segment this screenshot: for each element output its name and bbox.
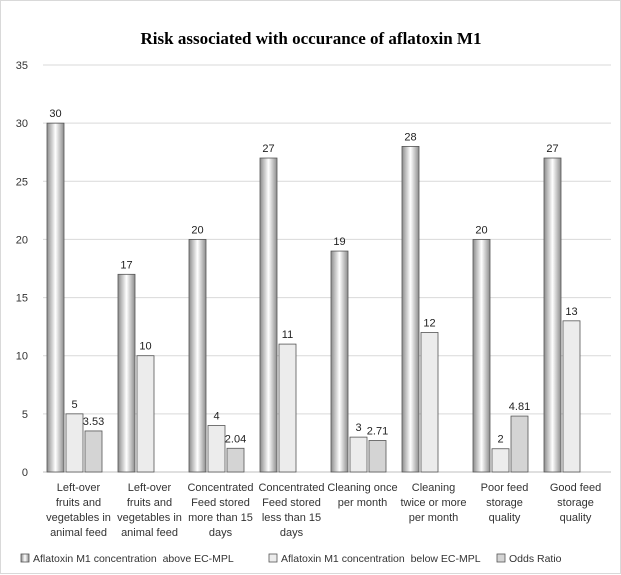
data-label-odds-ratio: 2.04 bbox=[225, 433, 246, 445]
y-tick-label: 20 bbox=[16, 234, 28, 246]
bar-above-ec-mpl bbox=[543, 157, 562, 473]
bars bbox=[46, 122, 581, 473]
x-category-label: Good feed storage quality bbox=[550, 482, 601, 524]
y-tick-label: 25 bbox=[16, 176, 28, 188]
data-label-below-ec-mpl: 4 bbox=[213, 410, 219, 422]
y-tick-label: 0 bbox=[22, 467, 28, 479]
data-label-odds-ratio: 3.53 bbox=[83, 416, 104, 428]
data-label-above-ec-mpl: 20 bbox=[475, 224, 487, 236]
data-label-above-ec-mpl: 28 bbox=[404, 131, 416, 143]
x-category-label: Left-over fruits and vegetables in animal f… bbox=[117, 482, 182, 539]
bar-above-ec-mpl bbox=[46, 122, 65, 473]
legend-label-odds-ratio: Odds Ratio bbox=[509, 553, 562, 565]
bar-odds-ratio bbox=[510, 415, 529, 473]
x-category-label: Poor feed storage quality bbox=[481, 482, 529, 524]
data-label-odds-ratio: 2.71 bbox=[367, 425, 388, 437]
bar-below-ec-mpl bbox=[349, 436, 368, 473]
bar-below-ec-mpl bbox=[491, 448, 510, 473]
legend-label-below-ec-mpl: Aflatoxin M1 concentration below EC-MPL bbox=[281, 553, 481, 565]
data-labels: 30 5 3.53 17 10 20 4 2.04 27 11 19 3 2.71 28 12 20 2 4.81… bbox=[49, 108, 577, 446]
bar-above-ec-mpl bbox=[401, 145, 420, 473]
data-label-below-ec-mpl: 10 bbox=[139, 341, 151, 353]
y-tick-label: 35 bbox=[16, 60, 28, 72]
bar-odds-ratio bbox=[368, 440, 387, 473]
bar-above-ec-mpl bbox=[472, 239, 491, 473]
bar-odds-ratio bbox=[84, 430, 103, 473]
y-tick-label: 30 bbox=[16, 118, 28, 130]
legend-swatch-below-ec-mpl bbox=[268, 553, 278, 563]
data-label-above-ec-mpl: 17 bbox=[120, 259, 132, 271]
x-category-label: Concentrated Feed stored more than 15 days bbox=[187, 482, 253, 539]
data-label-below-ec-mpl: 11 bbox=[282, 329, 293, 341]
legend-label-above-ec-mpl: Aflatoxin M1 concentration above EC-MPL bbox=[33, 553, 234, 565]
bar-below-ec-mpl bbox=[136, 355, 155, 473]
data-label-above-ec-mpl: 30 bbox=[49, 108, 61, 120]
legend-swatch-above-ec-mpl bbox=[20, 553, 30, 563]
legend: Aflatoxin M1 concentration above EC-MPL A… bbox=[20, 553, 562, 565]
bar-below-ec-mpl bbox=[562, 320, 581, 473]
bar-above-ec-mpl bbox=[330, 250, 349, 473]
data-label-odds-ratio: 4.81 bbox=[509, 401, 530, 413]
data-label-below-ec-mpl: 5 bbox=[71, 399, 77, 411]
data-label-above-ec-mpl: 19 bbox=[333, 236, 345, 248]
bar-below-ec-mpl bbox=[278, 343, 297, 473]
bar-below-ec-mpl bbox=[65, 413, 84, 473]
y-tick-label: 5 bbox=[22, 409, 28, 421]
data-label-below-ec-mpl: 2 bbox=[497, 434, 503, 446]
x-category-label: Cleaning once per month bbox=[327, 482, 397, 509]
x-category-label: Cleaning twice or more per month bbox=[400, 482, 466, 524]
y-tick-label: 10 bbox=[16, 351, 28, 363]
x-axis-category-labels: Left-over fruits and vegetables in animal f… bbox=[46, 482, 601, 539]
bar-above-ec-mpl bbox=[117, 273, 136, 473]
y-axis-tick-labels: 0 5 10 15 20 25 30 35 bbox=[16, 60, 28, 479]
data-label-above-ec-mpl: 27 bbox=[262, 143, 274, 155]
bar-odds-ratio bbox=[226, 447, 245, 473]
x-category-label: Concentrated Feed stored less than 15 days bbox=[258, 482, 324, 539]
data-label-above-ec-mpl: 20 bbox=[191, 224, 203, 236]
bar-below-ec-mpl bbox=[420, 332, 439, 473]
y-tick-label: 15 bbox=[16, 293, 28, 305]
bar-above-ec-mpl bbox=[259, 157, 278, 473]
data-label-below-ec-mpl: 13 bbox=[565, 306, 577, 318]
bar-above-ec-mpl bbox=[188, 239, 207, 473]
data-label-above-ec-mpl: 27 bbox=[546, 143, 558, 155]
data-label-below-ec-mpl: 12 bbox=[423, 317, 435, 329]
bar-below-ec-mpl bbox=[207, 425, 226, 473]
x-category-label: Left-over fruits and vegetables in animal f… bbox=[46, 482, 111, 539]
legend-swatch-odds-ratio bbox=[496, 553, 506, 563]
chart-title: Risk associated with occurance of aflato… bbox=[141, 29, 482, 48]
data-label-below-ec-mpl: 3 bbox=[355, 422, 361, 434]
